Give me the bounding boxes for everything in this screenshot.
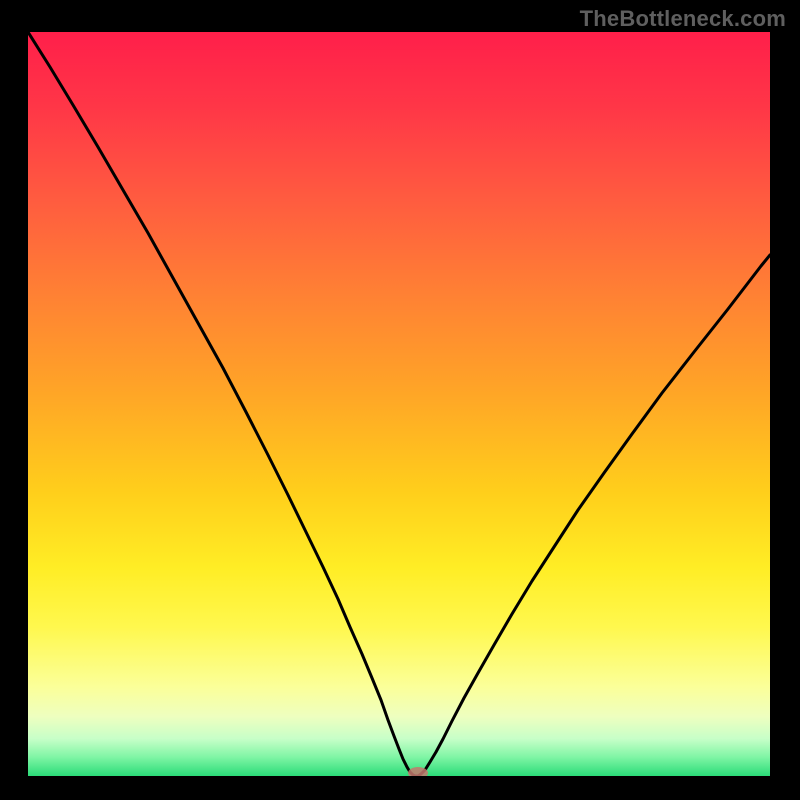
bottleneck-chart: [0, 0, 800, 800]
chart-frame: TheBottleneck.com: [0, 0, 800, 800]
watermark-text: TheBottleneck.com: [580, 6, 786, 32]
gradient-background: [28, 32, 770, 776]
plot-area: [28, 32, 770, 779]
